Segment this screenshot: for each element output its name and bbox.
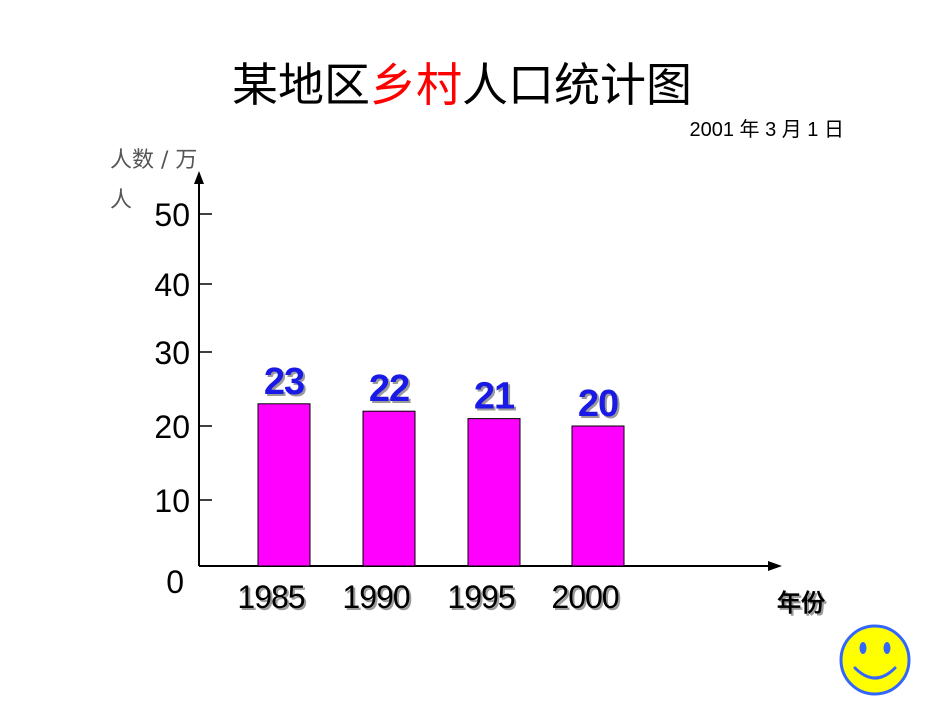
y-axis-label-line1: 人数 / 万 [110, 148, 197, 173]
chart-date: 2001 年 3 月 1 日 [689, 118, 844, 141]
bar-1990 [362, 410, 416, 567]
title-part2: 人口统计图 [462, 58, 692, 112]
x-tick-label-1990: 1990 [342, 579, 409, 615]
x-axis-label-shadow: 年份 [779, 591, 828, 619]
smiley-right-eye [883, 642, 891, 654]
y-tick-label-0: 0 [166, 564, 184, 600]
y-axis-label-line2: 人 [110, 188, 132, 213]
x-tick-label-shadow-1985: 1985 [239, 581, 306, 617]
y-tick-label-20: 20 [154, 409, 190, 445]
x-tick-label-shadow-2000: 2000 [553, 581, 620, 617]
x-tick-label-shadow-1995: 1995 [449, 581, 516, 617]
smiley-left-eye [859, 642, 867, 654]
y-tick-label-10: 10 [154, 483, 190, 519]
value-label-shadow-1995: 21 [476, 378, 517, 420]
chart-title: 某地区乡村人口统计图 [232, 58, 692, 112]
x-tick-label-shadow-1990: 1990 [344, 581, 411, 617]
bars-group [257, 403, 625, 567]
smiley-mouth [853, 666, 897, 680]
bar-2000 [571, 425, 625, 567]
bar-1995 [467, 418, 521, 567]
smiley-face-circle [839, 624, 911, 696]
x-axis-label: 年份 [777, 589, 826, 617]
y-ticks-group: 0 10 20 30 40 50 [154, 197, 212, 600]
bar-1985 [257, 403, 311, 567]
x-axis-arrow [768, 561, 782, 571]
value-label-1995: 21 [474, 376, 515, 418]
y-tick-label-40: 40 [154, 267, 190, 303]
y-tick-label-50: 50 [154, 197, 190, 233]
x-tick-label-2000: 2000 [551, 579, 618, 615]
value-label-2000: 20 [578, 383, 618, 425]
x-tick-label-1995: 1995 [447, 579, 514, 615]
title-part1: 某地区 [232, 58, 370, 112]
value-label-shadow-1985: 23 [266, 363, 306, 405]
value-label-1990: 22 [369, 368, 409, 410]
y-axis-arrow [194, 171, 204, 184]
value-label-shadow-1990: 22 [371, 370, 411, 412]
value-label-1985: 23 [264, 361, 304, 403]
value-label-shadow-2000: 20 [580, 385, 620, 427]
title-highlight: 乡村 [370, 58, 462, 112]
y-tick-label-30: 30 [154, 335, 190, 371]
x-tick-label-1985: 1985 [237, 579, 304, 615]
smiley-face-icon [839, 624, 911, 696]
